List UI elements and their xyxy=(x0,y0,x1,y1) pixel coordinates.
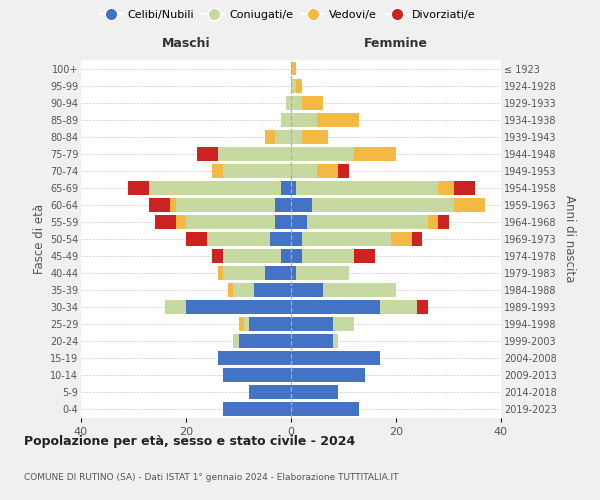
Bar xyxy=(275,198,291,211)
Bar xyxy=(186,214,275,228)
Bar xyxy=(312,198,454,211)
Bar xyxy=(218,351,291,365)
Bar xyxy=(307,214,427,228)
Bar xyxy=(291,385,338,399)
Bar xyxy=(291,402,359,416)
Bar xyxy=(291,164,317,177)
Bar xyxy=(380,300,417,314)
Bar xyxy=(333,317,354,331)
Bar xyxy=(149,198,170,211)
Bar xyxy=(212,249,223,263)
Y-axis label: Fasce di età: Fasce di età xyxy=(32,204,46,274)
Bar xyxy=(291,78,296,92)
Bar xyxy=(296,180,438,194)
Bar xyxy=(454,198,485,211)
Bar xyxy=(291,317,333,331)
Bar xyxy=(265,130,275,143)
Bar xyxy=(291,334,333,348)
Bar xyxy=(296,266,349,280)
Bar xyxy=(275,214,291,228)
Text: Femmine: Femmine xyxy=(364,37,428,50)
Bar xyxy=(239,334,291,348)
Bar xyxy=(197,146,218,160)
Bar xyxy=(291,180,296,194)
Bar xyxy=(265,266,291,280)
Bar xyxy=(302,96,323,110)
Bar xyxy=(291,351,380,365)
Bar xyxy=(317,164,338,177)
Bar xyxy=(176,214,186,228)
Bar xyxy=(391,232,412,245)
Bar xyxy=(296,78,302,92)
Bar xyxy=(281,249,291,263)
Bar xyxy=(438,214,449,228)
Bar xyxy=(275,130,291,143)
Bar xyxy=(412,232,422,245)
Bar xyxy=(291,198,312,211)
Bar xyxy=(291,300,380,314)
Bar xyxy=(291,96,302,110)
Bar xyxy=(291,214,307,228)
Bar xyxy=(286,96,291,110)
Bar xyxy=(249,317,291,331)
Bar xyxy=(239,317,244,331)
Bar xyxy=(155,214,176,228)
Bar xyxy=(218,146,291,160)
Bar xyxy=(233,334,239,348)
Bar xyxy=(254,283,291,297)
Bar xyxy=(212,164,223,177)
Bar xyxy=(207,232,270,245)
Bar xyxy=(291,232,302,245)
Legend: Celibi/Nubili, Coniugati/e, Vedovi/e, Divorziati/e: Celibi/Nubili, Coniugati/e, Vedovi/e, Di… xyxy=(96,6,480,25)
Bar xyxy=(333,334,338,348)
Bar xyxy=(128,180,149,194)
Bar xyxy=(338,164,349,177)
Y-axis label: Anni di nascita: Anni di nascita xyxy=(563,195,576,282)
Bar xyxy=(291,146,354,160)
Bar xyxy=(417,300,427,314)
Bar xyxy=(302,249,354,263)
Bar xyxy=(291,62,296,76)
Bar xyxy=(149,180,281,194)
Bar xyxy=(223,249,281,263)
Bar xyxy=(291,249,302,263)
Text: COMUNE DI RUTINO (SA) - Dati ISTAT 1° gennaio 2024 - Elaborazione TUTTITALIA.IT: COMUNE DI RUTINO (SA) - Dati ISTAT 1° ge… xyxy=(24,472,398,482)
Bar xyxy=(233,283,254,297)
Bar xyxy=(427,214,438,228)
Bar xyxy=(317,112,359,126)
Bar xyxy=(454,180,475,194)
Bar xyxy=(223,266,265,280)
Bar xyxy=(223,402,291,416)
Bar xyxy=(165,300,186,314)
Bar xyxy=(291,266,296,280)
Bar xyxy=(291,283,323,297)
Bar xyxy=(249,385,291,399)
Bar xyxy=(291,112,317,126)
Bar xyxy=(354,146,396,160)
Text: Popolazione per età, sesso e stato civile - 2024: Popolazione per età, sesso e stato civil… xyxy=(24,435,355,448)
Bar xyxy=(291,368,365,382)
Bar xyxy=(302,130,328,143)
Bar xyxy=(223,368,291,382)
Bar xyxy=(223,164,291,177)
Bar xyxy=(186,232,207,245)
Bar xyxy=(218,266,223,280)
Bar xyxy=(291,130,302,143)
Bar xyxy=(281,112,291,126)
Bar xyxy=(270,232,291,245)
Bar xyxy=(281,180,291,194)
Bar xyxy=(186,300,291,314)
Bar xyxy=(228,283,233,297)
Bar xyxy=(170,198,176,211)
Bar xyxy=(323,283,396,297)
Bar xyxy=(176,198,275,211)
Bar xyxy=(244,317,249,331)
Bar xyxy=(438,180,454,194)
Bar xyxy=(354,249,375,263)
Bar xyxy=(302,232,391,245)
Text: Maschi: Maschi xyxy=(161,37,211,50)
